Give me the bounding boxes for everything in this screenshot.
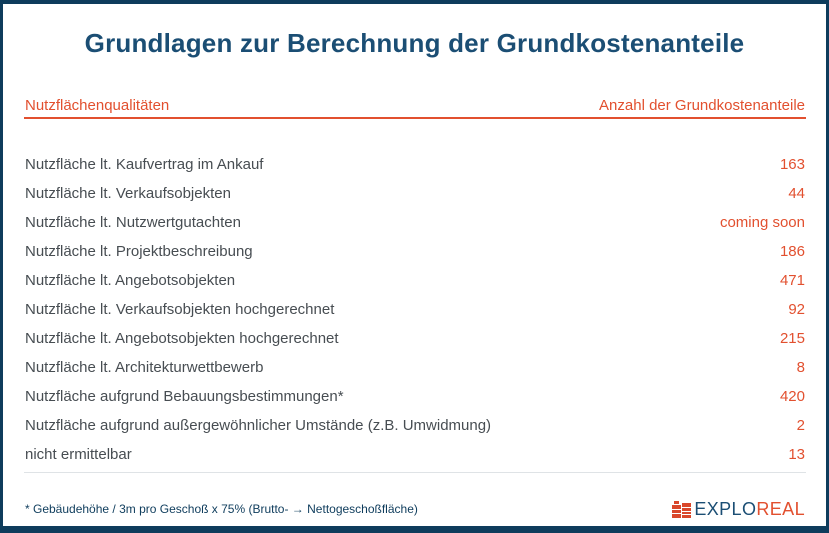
row-value: 163: [779, 156, 805, 173]
table-row: Nutzfläche lt. Kaufvertrag im Ankauf 163: [25, 150, 805, 179]
row-value: 8: [796, 359, 805, 376]
table-row: Nutzfläche lt. Projektbeschreibung 186: [25, 237, 805, 266]
table-row: Nutzfläche lt. Verkaufsobjekten hochgere…: [25, 295, 805, 324]
table-row: Nutzfläche lt. Verkaufsobjekten 44: [25, 179, 805, 208]
row-value: 471: [779, 272, 805, 289]
building-blocks-icon: [672, 500, 692, 518]
row-label: Nutzfläche aufgrund außergewöhnlicher Um…: [25, 417, 492, 434]
table-row: Nutzfläche aufgrund außergewöhnlicher Um…: [25, 411, 805, 440]
row-value: 420: [779, 388, 805, 405]
row-label: Nutzfläche lt. Angebotsobjekten: [25, 272, 236, 289]
footnote: * Gebäudehöhe / 3m pro Geschoß x 75% (Br…: [25, 502, 418, 516]
table-row: Nutzfläche lt. Architekturwettbewerb 8: [25, 353, 805, 382]
row-label: Nutzfläche lt. Architekturwettbewerb: [25, 359, 264, 376]
footer-divider: [24, 472, 806, 473]
table-row: Nutzfläche lt. Nutzwertgutachten coming …: [25, 208, 805, 237]
row-label: Nutzfläche lt. Nutzwertgutachten: [25, 214, 241, 231]
logo-text: EXPLOREAL: [694, 499, 805, 520]
row-value: 44: [788, 185, 805, 202]
row-label: Nutzfläche lt. Verkaufsobjekten: [25, 185, 231, 202]
row-label: nicht ermittelbar: [25, 446, 132, 463]
row-value: 13: [788, 446, 805, 463]
logo-text-explo: EXPLO: [694, 498, 757, 519]
table-row: Nutzfläche lt. Angebotsobjekten hochgere…: [25, 324, 805, 353]
footer: * Gebäudehöhe / 3m pro Geschoß x 75% (Br…: [25, 495, 805, 523]
table-row: Nutzfläche lt. Angebotsobjekten 471: [25, 266, 805, 295]
page-title: Grundlagen zur Berechnung der Grundkoste…: [84, 28, 745, 58]
row-label: Nutzfläche lt. Kaufvertrag im Ankauf: [25, 156, 264, 173]
table-body: Nutzfläche lt. Kaufvertrag im Ankauf 163…: [25, 150, 805, 469]
column-headers: Nutzflächenqualitäten Anzahl der Grundko…: [25, 97, 805, 114]
row-value: 2: [796, 417, 805, 434]
logo-text-real: REAL: [756, 498, 805, 519]
column-header-left: Nutzflächenqualitäten: [25, 97, 170, 114]
row-label: Nutzfläche lt. Projektbeschreibung: [25, 243, 253, 260]
row-label: Nutzfläche aufgrund Bebauungsbestimmunge…: [25, 388, 344, 405]
table-row: Nutzfläche aufgrund Bebauungsbestimmunge…: [25, 382, 805, 411]
table-row: nicht ermittelbar 13: [25, 440, 805, 469]
exploreal-logo: EXPLOREAL: [672, 499, 805, 520]
row-value: 215: [779, 330, 805, 347]
header-underline: [24, 117, 806, 119]
row-label: Nutzfläche lt. Verkaufsobjekten hochgere…: [25, 301, 335, 318]
row-value: coming soon: [719, 214, 805, 231]
row-label: Nutzfläche lt. Angebotsobjekten hochgere…: [25, 330, 339, 347]
row-value: 92: [788, 301, 805, 318]
column-header-right: Anzahl der Grundkostenanteile: [599, 97, 805, 114]
row-value: 186: [779, 243, 805, 260]
